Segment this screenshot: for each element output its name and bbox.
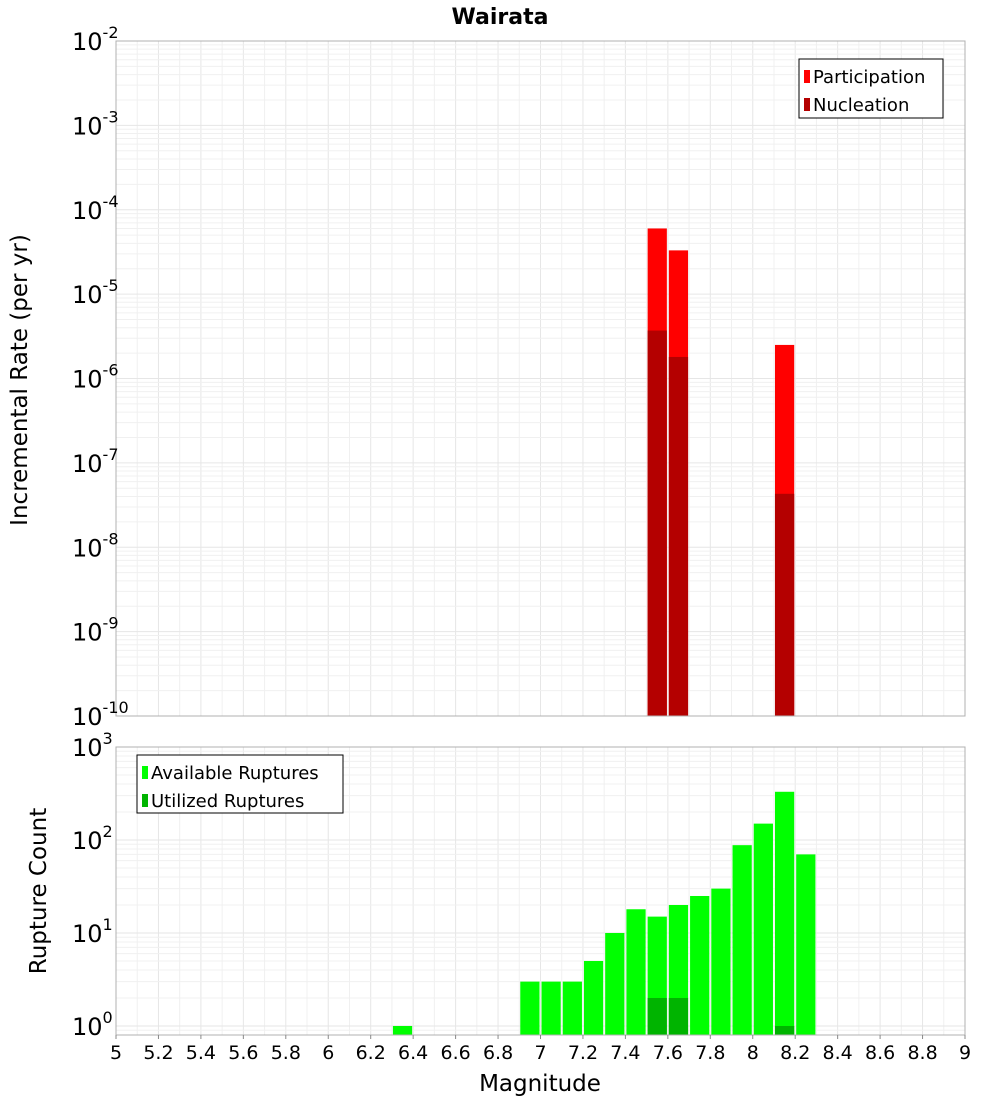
y-tick-label: 10-2: [72, 23, 119, 56]
count-panel: 100 101 102 103 Rupture Count Available Rup…: [26, 729, 966, 1041]
bar-available-ruptures: [520, 981, 540, 1035]
bar-nucleation: [774, 493, 795, 716]
rate-legend: Participation Nucleation: [798, 58, 944, 119]
x-tick-label: 5.4: [186, 1042, 216, 1064]
y-tick-label: 10-8: [72, 529, 119, 562]
rate-y-ticks: 10-10 10-9 10-8 10-7 10-6 10-5 10-4 10-3 10-2: [72, 23, 129, 731]
y-tick-label: 10-7: [72, 445, 119, 478]
x-tick-label: 5.8: [271, 1042, 301, 1064]
y-tick-label: 10-4: [72, 192, 119, 225]
bar-available-ruptures: [392, 1025, 413, 1035]
x-tick-label: 6.6: [440, 1042, 470, 1064]
count-y-axis-label: Rupture Count: [26, 808, 52, 974]
y-tick-label: 10-10: [72, 698, 129, 731]
x-tick-label: 8.2: [780, 1042, 810, 1064]
x-tick-label: 5: [110, 1042, 122, 1064]
x-tick-label: 8.8: [907, 1042, 937, 1064]
legend-label: Participation: [813, 67, 925, 88]
bar-nucleation: [668, 356, 689, 716]
bar-available-ruptures: [711, 888, 731, 1035]
y-tick-label: 10-5: [72, 276, 119, 309]
bar-available-ruptures: [626, 909, 646, 1035]
y-tick-label: 102: [72, 822, 113, 855]
x-axis-ticks: 5 5.2 5.4 5.6 5.8 6 6.2 6.4 6.6 6.8 7 7.2 7.4 7.6 7.8 8…: [110, 1035, 971, 1064]
x-tick-label: 5.6: [228, 1042, 258, 1064]
x-tick-label: 6.2: [356, 1042, 386, 1064]
x-axis-label: Magnitude: [479, 1071, 601, 1097]
count-bars: [392, 791, 816, 1035]
legend-label: Available Ruptures: [151, 763, 319, 784]
x-tick-label: 7: [534, 1042, 546, 1064]
bar-available-ruptures: [774, 791, 795, 1035]
legend-box: [798, 58, 944, 119]
y-tick-label: 100: [72, 1008, 113, 1041]
bar-utilized-ruptures: [647, 997, 667, 1035]
x-tick-label: 9: [959, 1042, 971, 1064]
y-tick-label: 101: [72, 915, 113, 948]
bar-available-ruptures: [562, 981, 582, 1035]
x-tick-label: 7.6: [653, 1042, 683, 1064]
legend-label: Utilized Ruptures: [151, 791, 304, 812]
bar-utilized-ruptures: [774, 1025, 795, 1035]
bar-nucleation: [647, 330, 667, 716]
bar-available-ruptures: [583, 960, 604, 1035]
legend-swatch: [804, 70, 810, 83]
x-tick-label: 6: [322, 1042, 334, 1064]
rate-bars: [647, 228, 795, 717]
legend-swatch: [804, 98, 810, 111]
rate-y-axis-label: Incremental Rate (per yr): [7, 234, 33, 526]
legend-swatch: [142, 766, 148, 779]
bar-available-ruptures: [690, 895, 710, 1035]
x-tick-label: 8.6: [865, 1042, 895, 1064]
count-y-ticks: 100 101 102 103: [72, 729, 113, 1041]
count-legend: Available Ruptures Utilized Ruptures: [136, 754, 344, 814]
x-tick-label: 7.8: [695, 1042, 725, 1064]
bar-available-ruptures: [796, 854, 816, 1035]
x-tick-label: 8.4: [823, 1042, 853, 1064]
legend-swatch: [142, 794, 148, 807]
bar-available-ruptures: [605, 932, 625, 1035]
bar-available-ruptures: [541, 981, 561, 1035]
y-tick-label: 103: [72, 729, 113, 762]
x-tick-label: 6.8: [483, 1042, 513, 1064]
y-tick-label: 10-9: [72, 614, 119, 647]
bar-available-ruptures: [753, 823, 773, 1035]
y-tick-label: 10-3: [72, 107, 119, 140]
x-tick-label: 7.4: [610, 1042, 640, 1064]
y-tick-label: 10-6: [72, 361, 119, 394]
count-gridlines: [115, 746, 966, 1036]
chart-title: Wairata: [452, 5, 549, 30]
x-tick-label: 6.4: [398, 1042, 428, 1064]
legend-box: [136, 754, 344, 814]
rate-plot-frame: [115, 40, 966, 717]
bar-utilized-ruptures: [668, 997, 689, 1035]
bar-available-ruptures: [732, 845, 752, 1035]
x-tick-label: 8: [747, 1042, 759, 1064]
legend-label: Nucleation: [813, 95, 909, 116]
rate-gridlines: [115, 40, 966, 717]
rate-panel: 10-10 10-9 10-8 10-7 10-6 10-5 10-4 10-3 10-2 In…: [7, 23, 966, 731]
x-tick-label: 7.2: [568, 1042, 598, 1064]
x-tick-label: 5.2: [143, 1042, 173, 1064]
